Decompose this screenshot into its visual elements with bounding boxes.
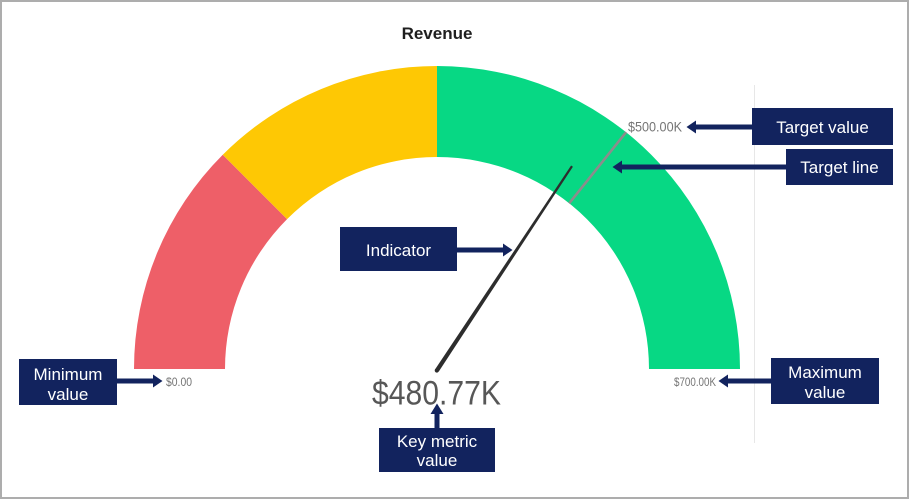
svg-text:$500.00K: $500.00K	[628, 119, 683, 135]
svg-text:Indicator: Indicator	[366, 241, 432, 260]
svg-text:value: value	[805, 383, 846, 402]
svg-text:value: value	[417, 451, 458, 470]
svg-text:value: value	[48, 385, 89, 404]
svg-text:Minimum: Minimum	[34, 365, 103, 384]
svg-text:Target line: Target line	[800, 158, 878, 177]
svg-text:Maximum: Maximum	[788, 363, 862, 382]
svg-text:$700.00K: $700.00K	[674, 375, 716, 389]
svg-text:Key metric: Key metric	[397, 432, 478, 451]
svg-text:Target value: Target value	[776, 118, 869, 137]
svg-text:Revenue: Revenue	[402, 24, 473, 43]
svg-text:$0.00: $0.00	[166, 375, 192, 389]
